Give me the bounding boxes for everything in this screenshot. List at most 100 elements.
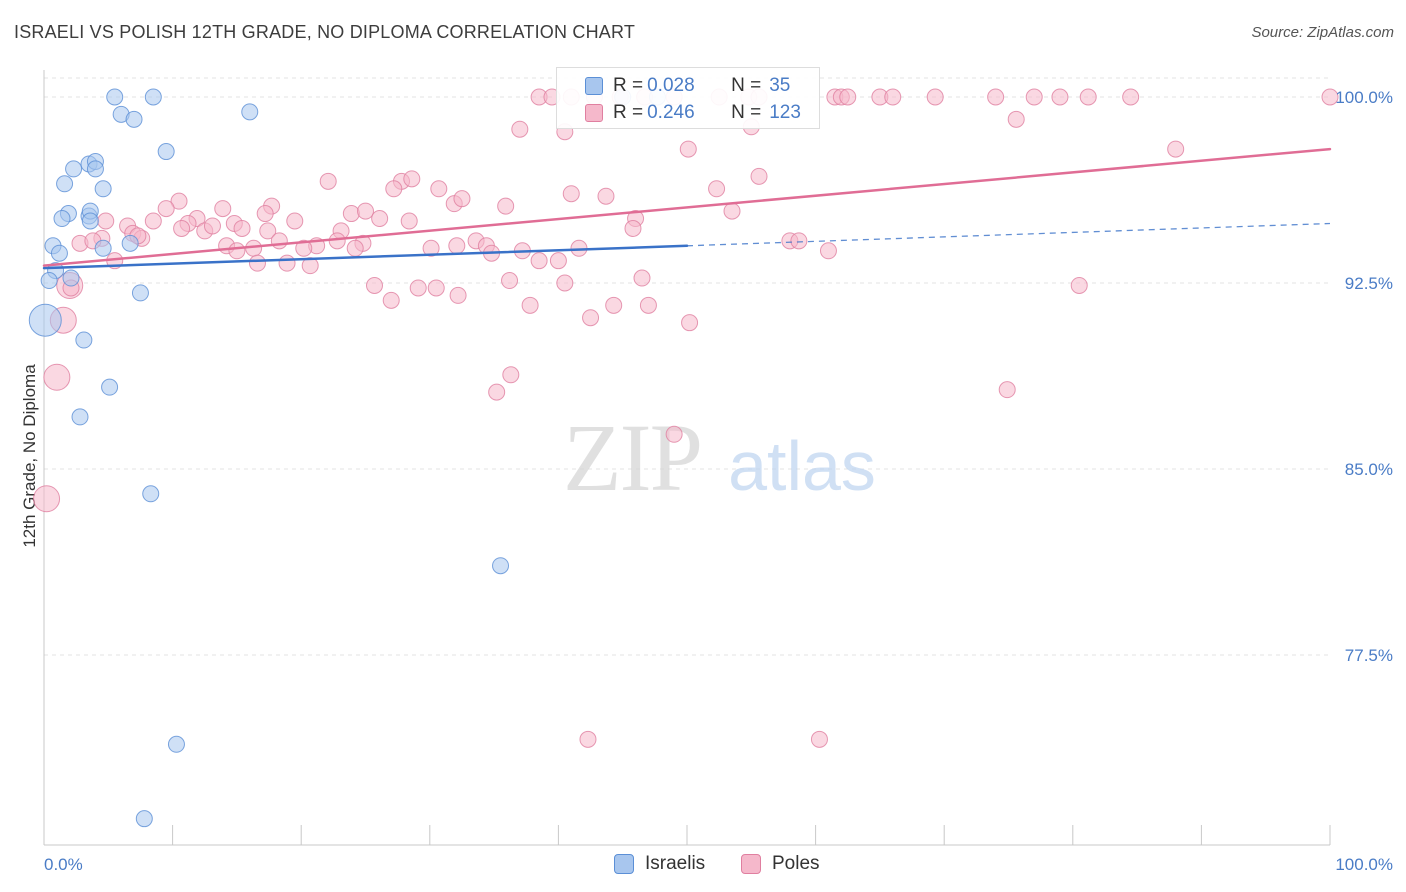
poles-point-97 [501,272,519,290]
israelis-point-29 [492,557,510,575]
y-tick-labels: 100.0% 92.5% 85.0% 77.5% [1335,88,1393,665]
poles-r-label: R = [613,102,644,123]
israelis-point-0 [106,88,124,106]
poles-point-44 [497,197,515,215]
poles-point-112 [998,381,1016,399]
israelis-point-3 [125,110,143,128]
israelis-swatch [585,77,603,95]
poles-point-77 [228,242,246,260]
israelis-point-8 [65,160,83,178]
poles-point-43 [357,202,374,220]
poles-point-115 [579,730,597,748]
israelis-point-25 [75,331,93,349]
legend-item-israelis[interactable]: Israelis [614,852,705,876]
poles-point-20 [1122,88,1140,106]
israelis-trend-line-extension [686,222,1331,247]
israelis-point-30 [167,735,185,753]
israelis-point-16 [81,212,99,230]
poles-point-94 [366,276,384,294]
trend-layer [42,147,1332,270]
poles-point-118 [453,190,471,208]
stats-legend-israelis: R = 0.028 N = 35 [557,73,790,99]
poles-point-41 [256,205,274,223]
poles-point-26 [679,140,697,158]
israelis-point-19 [94,239,112,257]
israelis-point-20 [121,234,139,252]
israelis-point-4 [241,103,259,121]
poles-point-17 [1025,88,1043,106]
axis-layer [43,70,1331,846]
israelis-point-26 [101,378,119,396]
legend-poles-swatch [741,854,761,874]
poles-point-50 [371,210,389,228]
y-tick-label-0: 100.0% [1335,88,1393,107]
legend-item-poles[interactable]: Poles [741,852,820,876]
x-tick-label-min: 0.0% [44,855,83,874]
poles-point-106 [582,309,600,327]
y-tick-label-1: 92.5% [1345,274,1393,293]
israelis-point-31 [135,810,153,828]
poles-point-14 [884,88,902,106]
poles-point-99 [633,269,651,287]
poles-point-100 [1070,276,1088,294]
poles-swatch [585,104,603,122]
poles-point-32 [385,180,403,198]
poles-point-111 [488,383,506,401]
poles-point-81 [422,239,440,257]
poles-point-116 [810,730,828,748]
poles-point-30 [403,170,421,188]
israelis-point-18 [50,244,68,262]
stats-legend-poles: R = 0.246 N = 123 [557,100,801,126]
israelis-trend-line [42,244,689,270]
israelis-point-1 [144,88,162,106]
poles-point-15 [926,88,944,106]
chart-source: Source: ZipAtlas.com [1251,24,1394,41]
legend-israelis-label: Israelis [645,853,706,874]
poles-point-95 [409,279,427,297]
poles-point-21 [1321,88,1339,106]
poles-point-28 [750,167,768,185]
poles-point-79 [295,239,313,257]
poles-trend-line [42,147,1332,267]
israelis-point-27 [71,408,89,426]
israelis-point-5 [157,143,175,161]
poles-point-92 [549,252,567,270]
poles-point-109 [43,363,71,391]
poles-point-107 [681,314,699,332]
watermark-atlas: atlas [728,427,876,505]
poles-point-27 [1167,140,1185,158]
poles-point-98 [556,274,574,292]
poles-point-25 [1007,110,1025,128]
stats-legend: R = 0.028 N = 35 R = 0.246 N = 123 [556,67,820,129]
israelis-r-value: 0.028 [647,75,695,96]
poles-point-69 [328,232,346,250]
chart-title: ISRAELI VS POLISH 12TH GRADE, NO DIPLOMA… [14,22,636,42]
poles-point-22 [511,120,529,138]
israelis-point-22 [62,269,80,287]
poles-point-101 [382,291,400,309]
poles-point-51 [400,212,418,230]
watermark: ZIP atlas [563,404,876,511]
israelis-point-10 [56,175,74,193]
poles-point-86 [819,242,837,260]
poles-point-113 [665,425,683,443]
israelis-r-label: R = [613,75,644,96]
poles-point-103 [521,296,539,314]
poles-point-36 [170,192,188,210]
poles-point-80 [346,239,364,257]
poles-point-62 [624,219,642,237]
israelis-point-14 [53,210,71,228]
poles-n-label: N = [731,102,762,123]
israelis-point-11 [94,180,112,198]
poles-point-110 [502,366,520,384]
poles-point-42 [342,205,360,223]
poles-point-12 [839,88,857,106]
grid-layer [44,77,1330,656]
poles-point-34 [708,180,726,198]
israelis-point-24 [28,303,62,337]
poles-point-60 [259,222,277,240]
poles-point-58 [203,217,221,235]
poles-point-16 [987,88,1005,106]
poles-point-104 [605,296,623,314]
legend-israelis-swatch [614,854,634,874]
